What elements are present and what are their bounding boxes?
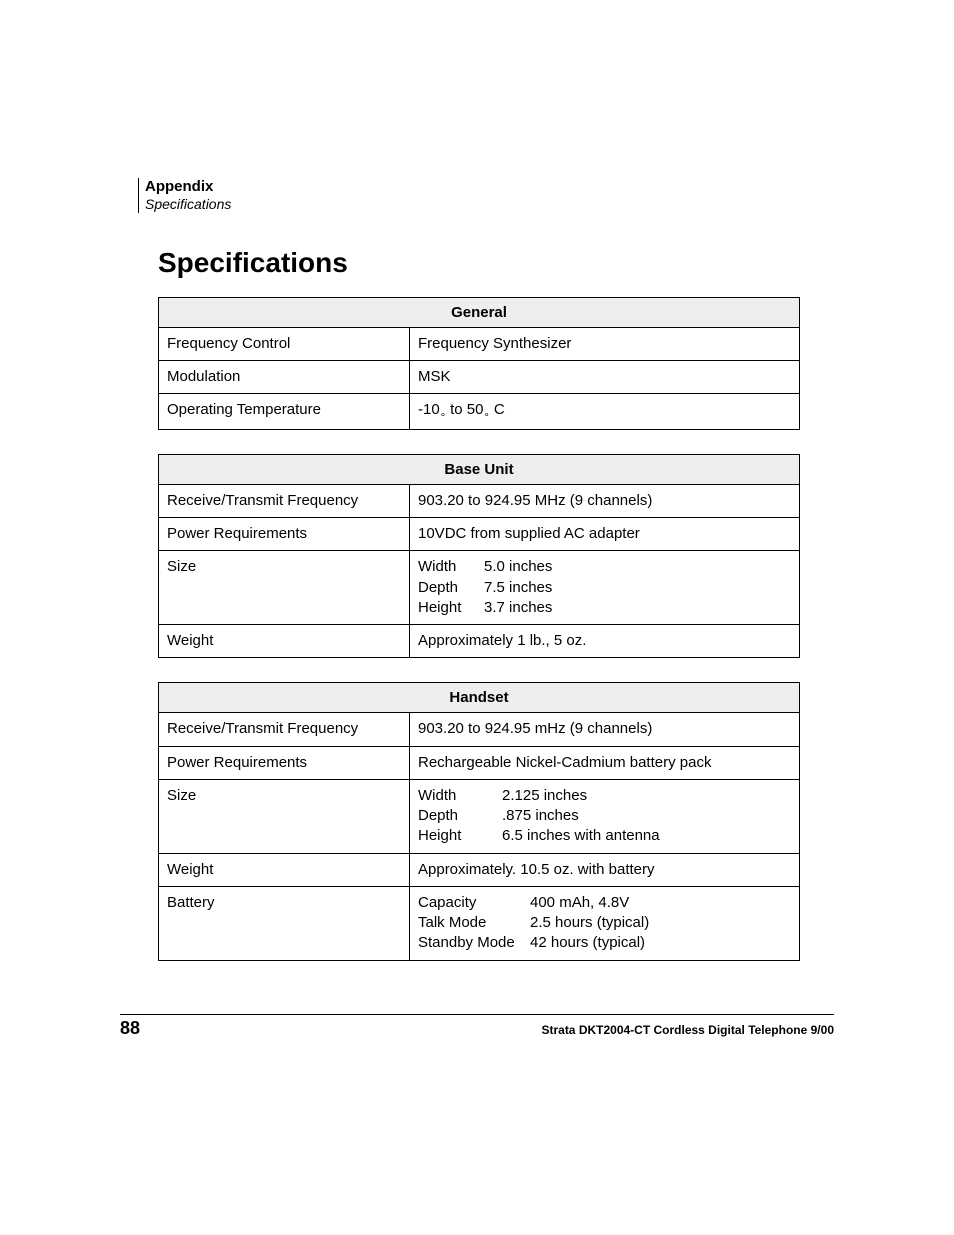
cell-label: Power Requirements: [159, 518, 410, 551]
table-base-caption: Base Unit: [159, 454, 800, 484]
page: Appendix Specifications Specifications G…: [0, 0, 954, 1235]
cell-value: 903.20 to 924.95 MHz (9 channels): [410, 484, 800, 517]
kv-val: 400 mAh, 4.8V: [530, 893, 791, 913]
cell-label: Receive/Transmit Frequency: [159, 484, 410, 517]
table-row: Weight Approximately 1 lb., 5 oz.: [159, 625, 800, 658]
page-title: Specifications: [158, 247, 834, 279]
cell-value: 903.20 to 924.95 mHz (9 channels): [410, 713, 800, 746]
cell-label: Power Requirements: [159, 746, 410, 779]
page-number: 88: [120, 1018, 140, 1039]
table-row: Frequency Control Frequency Synthesizer: [159, 327, 800, 360]
table-row: Size Width5.0 inches Depth7.5 inches Hei…: [159, 551, 800, 625]
kv-key: Talk Mode: [418, 913, 530, 933]
table-row: Power Requirements 10VDC from supplied A…: [159, 518, 800, 551]
cell-value: Rechargeable Nickel-Cadmium battery pack: [410, 746, 800, 779]
header-section: Specifications: [145, 196, 834, 213]
table-general-caption: General: [159, 297, 800, 327]
kv-key: Standby Mode: [418, 933, 530, 953]
table-row: Size Width2.125 inches Depth.875 inches …: [159, 779, 800, 853]
cell-label: Size: [159, 779, 410, 853]
table-general: General Frequency Control Frequency Synt…: [158, 297, 800, 430]
cell-value: -10∘ to 50∘ C: [410, 394, 800, 430]
kv-key: Depth: [418, 578, 484, 598]
table-handset-caption: Handset: [159, 683, 800, 713]
table-row: Operating Temperature -10∘ to 50∘ C: [159, 394, 800, 430]
kv-val: 42 hours (typical): [530, 933, 791, 953]
cell-value: Width2.125 inches Depth.875 inches Heigh…: [410, 779, 800, 853]
kv-val: 7.5 inches: [484, 578, 791, 598]
cell-label: Weight: [159, 853, 410, 886]
kv-key: Capacity: [418, 893, 530, 913]
kv-val: 6.5 inches with antenna: [484, 826, 791, 846]
footer-text: Strata DKT2004-CT Cordless Digital Telep…: [541, 1023, 834, 1037]
kv-val: 3.7 inches: [484, 598, 791, 618]
table-row: Weight Approximately. 10.5 oz. with batt…: [159, 853, 800, 886]
kv-val: 2.125 inches: [484, 786, 791, 806]
table-handset: Handset Receive/Transmit Frequency 903.2…: [158, 682, 800, 960]
cell-label: Receive/Transmit Frequency: [159, 713, 410, 746]
kv-key: Width: [418, 786, 484, 806]
footer: 88 Strata DKT2004-CT Cordless Digital Te…: [120, 1018, 834, 1039]
table-row: Battery Capacity400 mAh, 4.8V Talk Mode2…: [159, 886, 800, 960]
kv-key: Height: [418, 826, 484, 846]
cell-label: Frequency Control: [159, 327, 410, 360]
table-row: Modulation MSK: [159, 361, 800, 394]
cell-value: Approximately. 10.5 oz. with battery: [410, 853, 800, 886]
kv-key: Height: [418, 598, 484, 618]
kv-key: Width: [418, 557, 484, 577]
cell-label: Size: [159, 551, 410, 625]
kv-key: Depth: [418, 806, 484, 826]
cell-label: Modulation: [159, 361, 410, 394]
header-appendix: Appendix: [145, 178, 834, 196]
kv-val: 2.5 hours (typical): [530, 913, 791, 933]
table-base-unit: Base Unit Receive/Transmit Frequency 903…: [158, 454, 800, 659]
cell-value: Width5.0 inches Depth7.5 inches Height3.…: [410, 551, 800, 625]
cell-value: 10VDC from supplied AC adapter: [410, 518, 800, 551]
cell-label: Operating Temperature: [159, 394, 410, 430]
table-row: Power Requirements Rechargeable Nickel-C…: [159, 746, 800, 779]
running-header: Appendix Specifications: [138, 178, 834, 213]
table-row: Receive/Transmit Frequency 903.20 to 924…: [159, 484, 800, 517]
kv-val: .875 inches: [484, 806, 791, 826]
cell-value: Approximately 1 lb., 5 oz.: [410, 625, 800, 658]
cell-value: Frequency Synthesizer: [410, 327, 800, 360]
footer-rule: [120, 1014, 834, 1015]
table-row: Receive/Transmit Frequency 903.20 to 924…: [159, 713, 800, 746]
cell-label: Battery: [159, 886, 410, 960]
kv-val: 5.0 inches: [484, 557, 791, 577]
cell-value: MSK: [410, 361, 800, 394]
cell-value: Capacity400 mAh, 4.8V Talk Mode2.5 hours…: [410, 886, 800, 960]
cell-label: Weight: [159, 625, 410, 658]
